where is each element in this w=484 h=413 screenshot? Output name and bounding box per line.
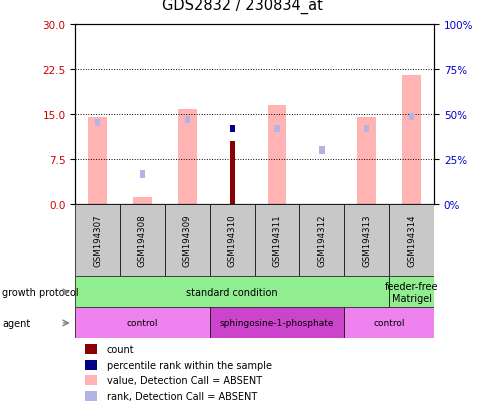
Text: rank, Detection Call = ABSENT: rank, Detection Call = ABSENT [106, 391, 257, 401]
Text: GSM194312: GSM194312 [317, 214, 326, 267]
Bar [388, 204, 433, 277]
Text: agent: agent [2, 318, 30, 328]
Text: GSM194311: GSM194311 [272, 214, 281, 267]
Bar [344, 308, 433, 339]
Bar [357, 118, 376, 204]
Bar [274, 126, 279, 133]
Bar [88, 118, 107, 204]
Bar [165, 204, 209, 277]
Text: sphingosine-1-phosphate: sphingosine-1-phosphate [219, 319, 333, 328]
Text: growth protocol: growth protocol [2, 287, 79, 297]
Text: GSM194313: GSM194313 [362, 214, 371, 267]
Bar [133, 197, 151, 204]
Bar [408, 114, 413, 121]
Bar [363, 126, 369, 133]
Bar [120, 204, 165, 277]
Bar [229, 126, 234, 133]
Bar [401, 76, 420, 204]
Bar [209, 204, 254, 277]
Text: GSM194310: GSM194310 [227, 214, 236, 267]
Bar [75, 308, 209, 339]
Bar [139, 171, 145, 178]
Text: value, Detection Call = ABSENT: value, Detection Call = ABSENT [106, 375, 261, 385]
Bar [254, 204, 299, 277]
Text: GSM194308: GSM194308 [137, 214, 147, 267]
Bar [344, 204, 388, 277]
Bar [388, 277, 433, 308]
Bar [95, 120, 100, 127]
Bar [178, 110, 197, 204]
Text: GSM194314: GSM194314 [406, 214, 415, 267]
Text: GSM194307: GSM194307 [93, 214, 102, 267]
Bar [184, 117, 190, 124]
Text: GDS2832 / 230834_at: GDS2832 / 230834_at [162, 0, 322, 14]
Bar [209, 308, 344, 339]
Text: GSM194309: GSM194309 [182, 214, 192, 267]
Text: feeder-free
Matrigel: feeder-free Matrigel [384, 281, 438, 303]
Bar [75, 277, 388, 308]
Bar [85, 360, 97, 370]
Text: percentile rank within the sample: percentile rank within the sample [106, 360, 271, 370]
Bar [267, 106, 286, 204]
Text: control: control [373, 319, 404, 328]
Bar [85, 391, 97, 401]
Bar [318, 147, 324, 154]
Text: control: control [126, 319, 158, 328]
Bar [85, 375, 97, 385]
Bar [299, 204, 344, 277]
Text: standard condition: standard condition [186, 287, 277, 297]
Text: count: count [106, 344, 134, 354]
Bar [85, 344, 97, 354]
Bar [229, 142, 234, 204]
Bar [75, 204, 120, 277]
